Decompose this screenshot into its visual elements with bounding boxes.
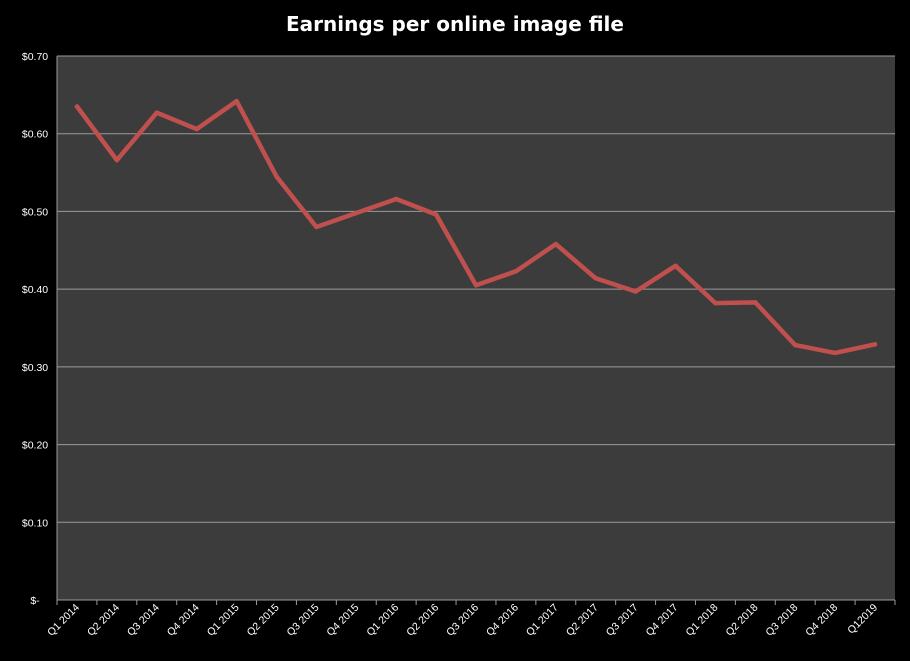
data-point — [154, 110, 159, 115]
y-tick-label: $0.40 — [22, 284, 48, 296]
x-tick-label: Q3 2018 — [763, 602, 800, 639]
data-point — [513, 269, 519, 274]
x-tick-label: Q4 2014 — [165, 602, 202, 639]
data-point — [234, 98, 239, 104]
x-tick-label: Q3 2017 — [604, 602, 641, 639]
y-tick-label: $0.20 — [22, 440, 48, 452]
y-tick-label: $0.10 — [22, 517, 48, 529]
y-tick-label: $- — [30, 595, 40, 607]
x-tick-label: Q4 2016 — [484, 602, 521, 639]
data-point — [713, 300, 718, 306]
y-tick-label: $0.70 — [22, 51, 48, 63]
data-point — [354, 210, 359, 216]
data-point — [114, 157, 120, 163]
x-tick-label: Q2 2015 — [245, 602, 282, 639]
data-point — [194, 126, 199, 132]
y-tick-label: $0.30 — [22, 362, 48, 374]
data-point — [593, 276, 598, 281]
x-tick-label: Q3 2015 — [285, 602, 322, 639]
x-tick-label: Q4 2015 — [324, 602, 361, 639]
x-tick-label: Q1 2015 — [205, 602, 242, 639]
data-point — [473, 283, 479, 288]
data-point — [553, 241, 559, 247]
data-point — [793, 342, 798, 348]
x-tick-label: Q3 2016 — [444, 602, 481, 639]
x-tick-label: Q1 2017 — [524, 602, 561, 639]
x-tick-label: Q2 2016 — [404, 602, 441, 639]
y-tick-label: $0.60 — [22, 129, 48, 141]
x-tick-label: Q4 2018 — [803, 602, 840, 639]
data-point — [832, 350, 838, 356]
data-point — [633, 289, 638, 294]
chart-title: Earnings per online image file — [286, 12, 624, 36]
data-point — [393, 196, 399, 202]
x-tick-label: Q1 2016 — [364, 602, 401, 639]
x-tick-label: Q2 2014 — [85, 602, 122, 639]
data-point — [433, 212, 439, 217]
y-tick-label: $0.50 — [22, 206, 48, 218]
data-point — [314, 224, 319, 230]
data-point — [753, 300, 758, 305]
x-tick-label: Q4 2017 — [644, 602, 681, 639]
data-point — [274, 174, 279, 179]
x-tick-label: Q12019 — [845, 602, 880, 637]
data-point — [673, 263, 678, 269]
x-tick-label: Q2 2018 — [723, 602, 760, 639]
x-tick-label: Q1 2018 — [684, 602, 721, 639]
x-tick-label: Q2 2017 — [564, 602, 601, 639]
plot-area — [57, 56, 895, 600]
x-tick-label: Q1 2014 — [45, 602, 82, 639]
x-tick-label: Q3 2014 — [125, 602, 162, 639]
data-point — [74, 104, 80, 109]
data-point — [872, 342, 878, 347]
